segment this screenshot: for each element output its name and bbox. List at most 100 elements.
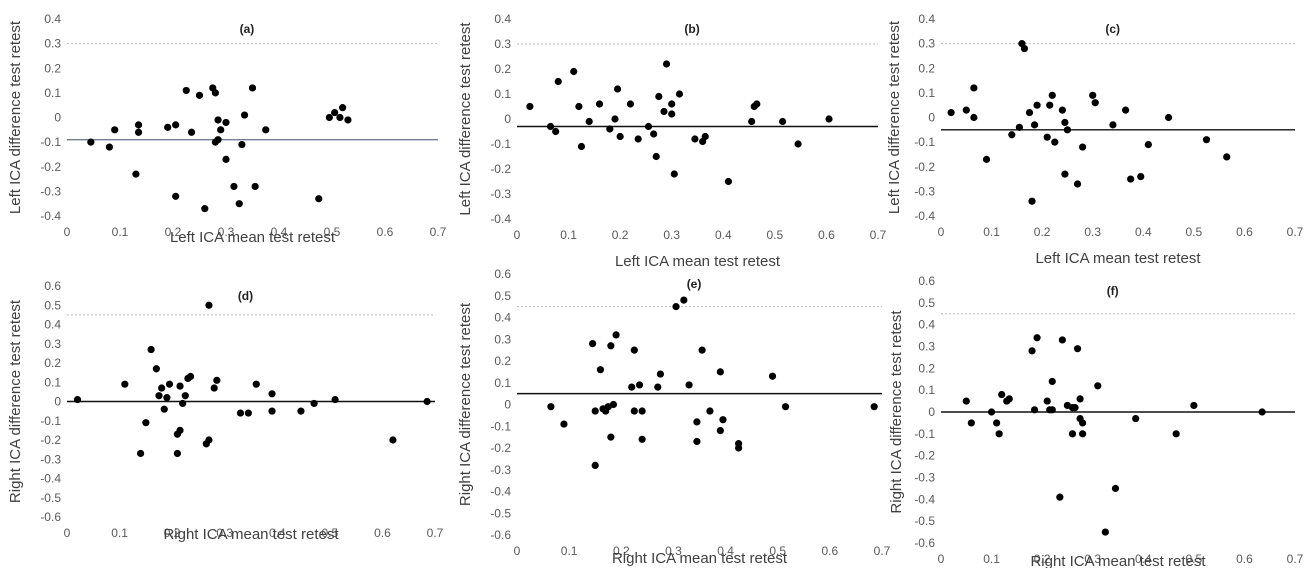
y-tick-label: -0.3 [914, 184, 935, 198]
data-point [626, 100, 635, 108]
data-point [662, 60, 671, 68]
data-point [748, 117, 756, 126]
data-point [1048, 377, 1056, 386]
data-point [962, 106, 970, 114]
y-tick-label: 0.2 [44, 356, 61, 370]
data-point [1043, 133, 1051, 141]
panel-label: (f) [1107, 284, 1119, 298]
x-tick-label: 0.3 [1084, 225, 1101, 239]
x-tick-label: 0.5 [767, 228, 784, 242]
data-point [134, 121, 143, 129]
y-tick-label: 0.4 [494, 12, 511, 26]
data-point [213, 376, 221, 384]
data-point [654, 383, 662, 391]
data-point [1258, 408, 1266, 416]
x-tick-label: 0.6 [377, 225, 394, 239]
y-tick-label: 0.2 [918, 361, 935, 375]
data-point [210, 384, 218, 392]
data-point [570, 67, 578, 76]
y-tick-label: 0.2 [44, 61, 61, 75]
scatter-panel-4: -0.6 -0.5 -0.4 -0.3 -0.2 -0.1 0 0.1 0.2 0.3 0.4 0.5… [7, 279, 444, 543]
data-point [1121, 106, 1130, 114]
x-tick-label: 0.4 [271, 225, 288, 239]
y-tick-label: -0.2 [490, 441, 511, 455]
data-point [628, 383, 636, 391]
data-point [235, 200, 243, 208]
y-tick-label: -0.4 [490, 485, 511, 499]
data-point [1079, 143, 1087, 151]
data-point [1076, 395, 1084, 403]
y-tick-label: 0 [54, 395, 61, 409]
data-point [142, 419, 150, 427]
scatter-panel-6: -0.6 -0.5 -0.4 -0.3 -0.2 -0.1 0 0.1 0.2 0.3 0.4 0.5… [888, 274, 1304, 568]
data-point [214, 116, 222, 124]
data-point [998, 390, 1006, 399]
panel-label: (b) [684, 22, 699, 36]
y-tick-label: 0 [928, 111, 935, 125]
y-axis-title: Left ICA difference test retest [457, 22, 474, 216]
data-point [660, 107, 668, 116]
data-point [181, 392, 189, 400]
y-tick-label: -0.1 [490, 419, 511, 433]
data-point [612, 331, 620, 339]
y-tick-label: -0.1 [40, 414, 61, 428]
data-point [297, 407, 305, 415]
data-point [967, 419, 975, 427]
data-point [1127, 175, 1135, 183]
data-point [870, 403, 878, 411]
data-point [1030, 121, 1039, 129]
scatter-panel-1: -0.4 -0.3 -0.2 -0.1 0 0.1 0.2 0.3 0.4 0 0.1 0.2 0.3 0… [7, 12, 447, 246]
y-tick-label: -0.2 [914, 160, 935, 174]
y-tick-label: 0.3 [44, 37, 61, 51]
data-point [1111, 484, 1120, 493]
x-tick-label: 0.6 [1236, 552, 1253, 566]
x-axis-title: Right ICA mean test retest [612, 550, 788, 567]
y-tick-label: -0.5 [40, 491, 61, 505]
data-point [240, 111, 249, 119]
data-point [575, 102, 583, 111]
scatter-panel-5: -0.6 -0.5 -0.4 -0.3 -0.2 -0.1 0 0.1 0.2 0.3 0.4 0.5… [457, 267, 891, 567]
data-point [1046, 101, 1054, 109]
data-point [315, 195, 323, 203]
x-tick-label: 0.1 [111, 526, 128, 540]
y-axis-title: Right ICA difference test retest [888, 310, 905, 514]
data-point [701, 132, 709, 141]
data-point [616, 132, 624, 141]
data-point [1015, 123, 1023, 131]
y-tick-label: -0.3 [490, 463, 511, 477]
data-point [179, 399, 187, 408]
y-tick-label: -0.4 [914, 492, 935, 506]
data-point [652, 152, 660, 161]
y-tick-label: -0.5 [490, 506, 511, 520]
y-tick-label: -0.2 [914, 449, 935, 463]
data-point [1101, 528, 1109, 536]
y-tick-label: -0.1 [40, 135, 61, 149]
data-point [655, 92, 663, 101]
data-point [1144, 140, 1152, 149]
data-point [339, 104, 347, 112]
data-point [73, 395, 82, 404]
y-tick-label: 0.3 [918, 340, 935, 354]
data-point [778, 117, 787, 126]
x-tick-label: 0.2 [613, 544, 630, 558]
x-tick-label: 0.6 [818, 228, 835, 242]
data-point [310, 399, 318, 408]
data-point [1068, 430, 1077, 438]
data-point [1061, 118, 1069, 127]
data-point [672, 303, 680, 311]
y-tick-label: -0.6 [490, 528, 511, 542]
data-point [147, 345, 155, 354]
data-point [155, 392, 163, 400]
y-tick-label: -0.3 [914, 471, 935, 485]
data-point [716, 368, 724, 376]
x-tick-label: 0.2 [1034, 552, 1051, 566]
data-point [547, 403, 555, 411]
data-point [526, 102, 534, 111]
y-tick-label: -0.5 [914, 514, 935, 528]
data-point [222, 155, 230, 163]
x-tick-label: 0.1 [561, 544, 578, 558]
data-point [176, 382, 184, 390]
data-point [172, 192, 180, 200]
data-point [1048, 91, 1056, 99]
x-tick-label: 0 [938, 225, 945, 239]
